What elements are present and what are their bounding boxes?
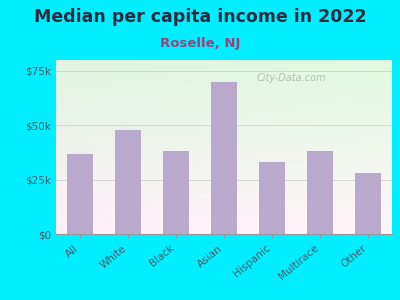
- Bar: [115, 130, 141, 234]
- Bar: [67, 154, 93, 234]
- Bar: [355, 173, 381, 234]
- Text: Median per capita income in 2022: Median per capita income in 2022: [34, 8, 366, 26]
- Text: City-Data.com: City-Data.com: [256, 73, 326, 83]
- Bar: [307, 152, 333, 234]
- Bar: [163, 152, 189, 234]
- Bar: [211, 82, 237, 234]
- Bar: [259, 162, 285, 234]
- Text: Roselle, NJ: Roselle, NJ: [160, 38, 240, 50]
